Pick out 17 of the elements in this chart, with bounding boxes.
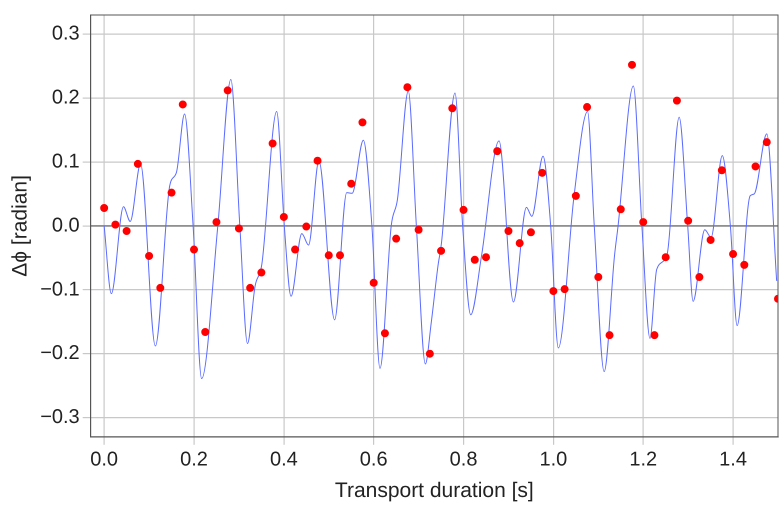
- x-tick-label: 1.4: [719, 448, 747, 470]
- y-tick-label: −0.1: [40, 278, 80, 300]
- y-tick-label: −0.2: [40, 342, 80, 364]
- y-tick-label: 0.0: [52, 214, 80, 236]
- x-tick-label: 0.4: [270, 448, 298, 470]
- y-tick-label: 0.2: [52, 86, 80, 109]
- x-tick-label: 0.0: [90, 448, 118, 470]
- y-axis-title: Δϕ [radian]: [8, 175, 32, 277]
- x-tick-label: 0.6: [360, 448, 388, 470]
- y-tick-label: 0.3: [52, 22, 80, 45]
- x-axis-title: Transport duration [s]: [334, 479, 534, 502]
- x-tick-label: 1.2: [629, 448, 658, 470]
- y-tick-label: −0.3: [40, 406, 80, 428]
- x-tick-label: 0.8: [450, 448, 478, 470]
- x-tick-label: 0.2: [180, 448, 208, 470]
- y-tick-label: 0.1: [52, 150, 80, 173]
- x-tick-label: 1.0: [539, 448, 568, 470]
